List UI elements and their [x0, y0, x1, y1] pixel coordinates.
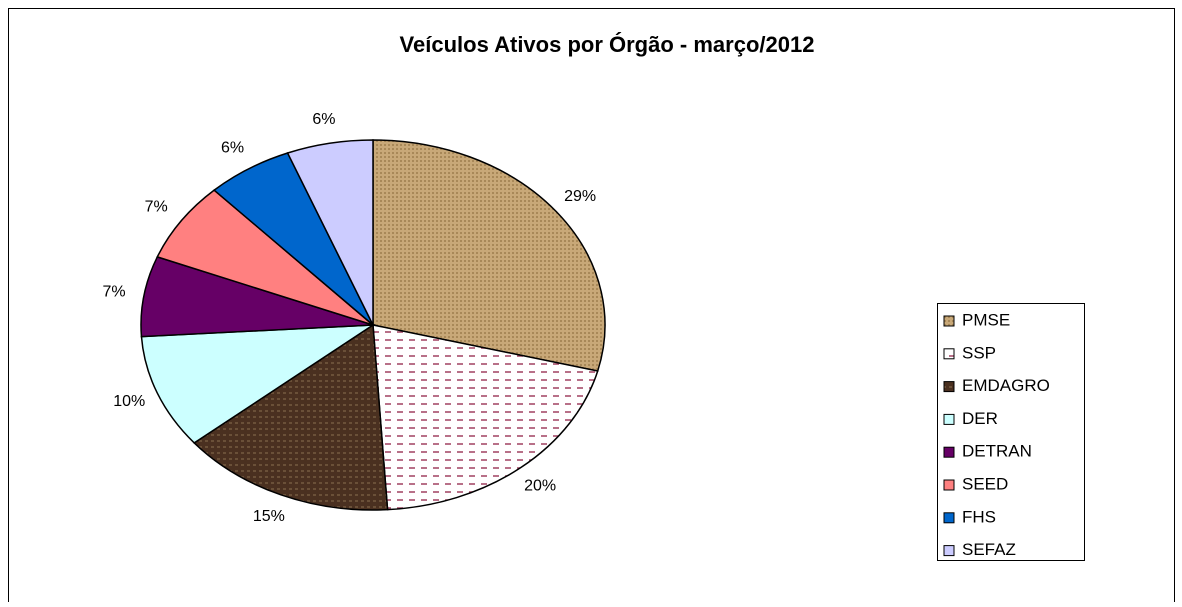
pie-slice — [372, 139, 606, 372]
legend-swatch — [943, 381, 955, 393]
data-label: 6% — [221, 140, 244, 157]
legend-swatch — [943, 512, 955, 524]
legend-swatch — [943, 413, 955, 425]
legend-swatch — [943, 545, 955, 557]
legend-swatch — [943, 315, 955, 327]
data-label: 15% — [253, 508, 285, 525]
data-label: 10% — [113, 393, 145, 410]
chart-title: Veículos Ativos por Órgão - março/2012 — [400, 32, 815, 57]
data-label: 29% — [564, 188, 596, 205]
legend-label: PMSE — [962, 310, 1010, 329]
pie-slice — [140, 255, 374, 338]
data-label: 7% — [103, 284, 126, 301]
pie-slice — [156, 189, 374, 326]
legend-label: SSP — [962, 343, 996, 362]
legend — [937, 303, 1085, 561]
legend-label: FHS — [962, 507, 996, 526]
legend-swatch — [943, 479, 955, 491]
pie-slice — [193, 323, 389, 511]
legend-label: DER — [962, 409, 998, 428]
legend-label: EMDAGRO — [962, 376, 1050, 395]
data-label: 6% — [312, 111, 335, 128]
legend-label: SEED — [962, 474, 1008, 493]
data-label: 20% — [524, 477, 556, 494]
frame — [8, 8, 1175, 607]
pie-slice — [286, 139, 374, 326]
legend-swatch — [943, 446, 955, 458]
data-label: 7% — [145, 199, 168, 216]
pie-slice — [372, 324, 599, 511]
legend-swatch — [943, 348, 955, 360]
legend-label: SEFAZ — [962, 540, 1016, 559]
legend-label: DETRAN — [962, 442, 1032, 461]
pie-slice — [140, 324, 376, 444]
